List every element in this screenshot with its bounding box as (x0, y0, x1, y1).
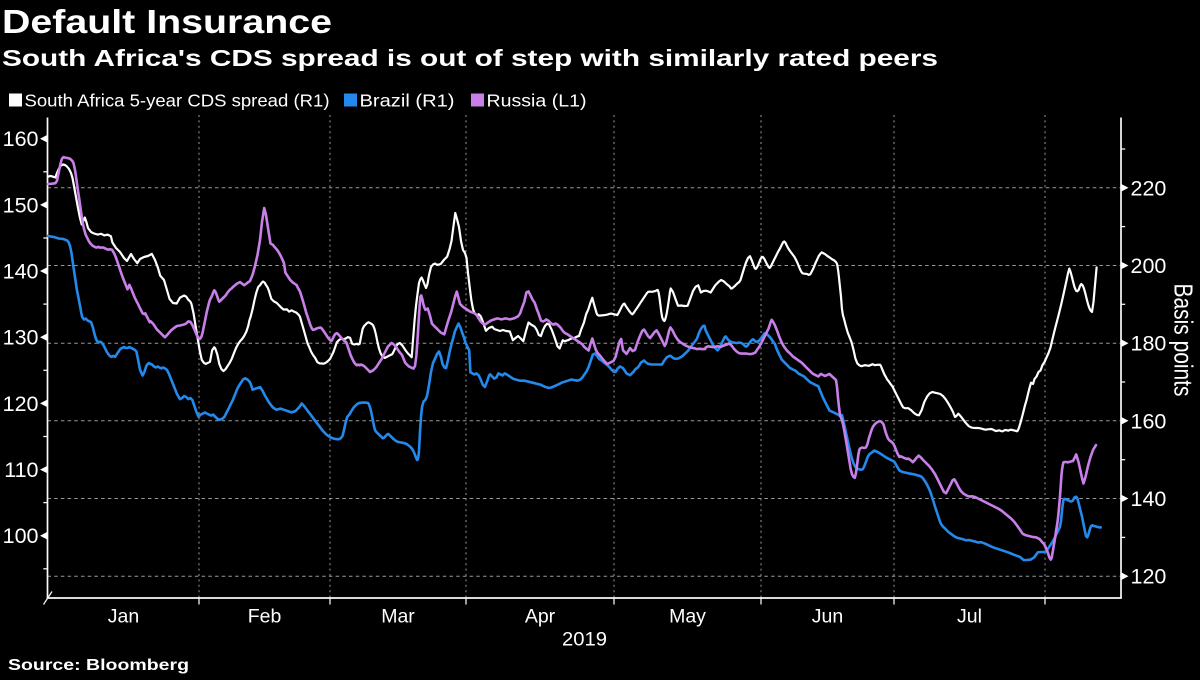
svg-text:160: 160 (1131, 409, 1167, 433)
svg-text:Jul: Jul (957, 606, 982, 628)
svg-text:2019: 2019 (562, 629, 607, 651)
svg-text:120: 120 (3, 392, 39, 416)
svg-text:South Africa's CDS spread is o: South Africa's CDS spread is out of step… (2, 45, 938, 71)
svg-text:150: 150 (3, 193, 39, 217)
svg-text:Jun: Jun (812, 606, 843, 628)
svg-text:Source: Bloomberg: Source: Bloomberg (8, 657, 189, 674)
svg-text:100: 100 (3, 524, 39, 548)
svg-text:Russia (L1): Russia (L1) (487, 91, 587, 111)
svg-text:200: 200 (1131, 254, 1167, 278)
svg-text:160: 160 (3, 127, 39, 151)
svg-text:Default Insurance: Default Insurance (2, 3, 332, 40)
svg-text:May: May (669, 606, 706, 628)
svg-text:180: 180 (1131, 332, 1167, 356)
svg-text:Mar: Mar (381, 606, 415, 628)
svg-text:140: 140 (1131, 487, 1167, 511)
svg-text:Feb: Feb (248, 606, 282, 628)
svg-text:120: 120 (1131, 565, 1167, 589)
svg-text:Basis points: Basis points (1169, 284, 1199, 397)
svg-text:130: 130 (3, 326, 39, 350)
svg-text:110: 110 (4, 458, 38, 482)
svg-text:Jan: Jan (108, 606, 139, 628)
svg-text:South Africa 5-year CDS spread: South Africa 5-year CDS spread (R1) (25, 91, 330, 111)
svg-text:Brazil (R1): Brazil (R1) (360, 91, 455, 111)
svg-text:Apr: Apr (525, 606, 556, 628)
svg-text:220: 220 (1131, 176, 1167, 200)
svg-text:140: 140 (3, 260, 39, 284)
